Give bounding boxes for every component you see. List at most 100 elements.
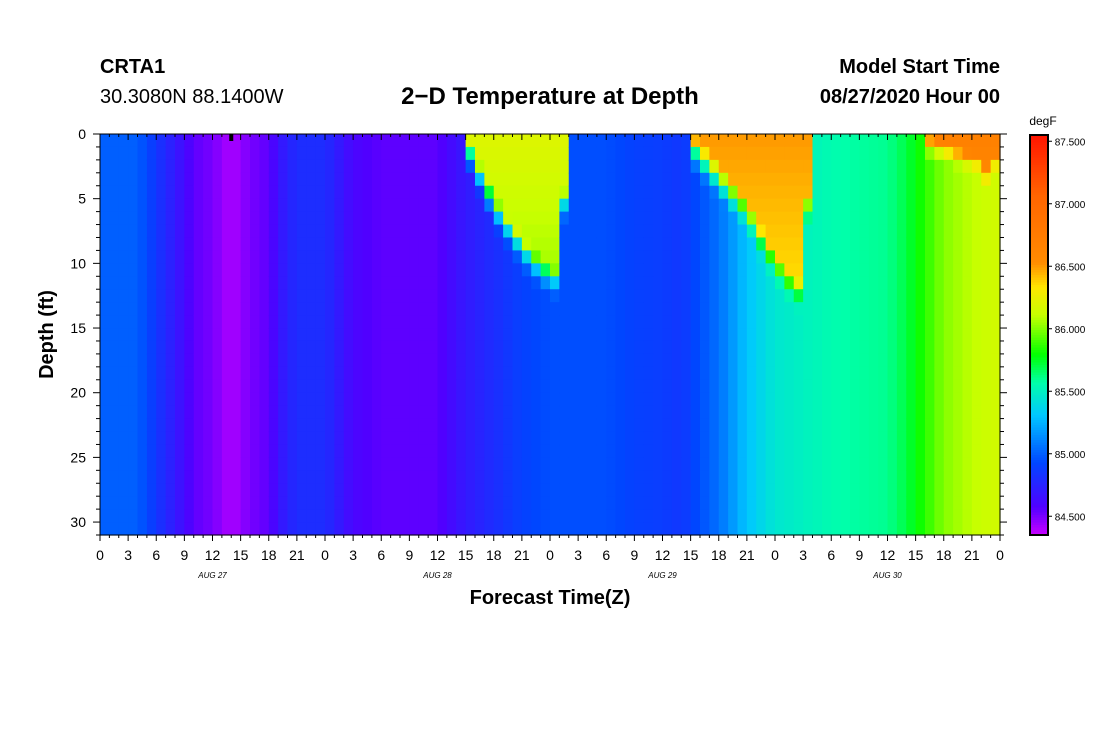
heatmap-cell xyxy=(437,496,448,510)
heatmap-cell xyxy=(962,185,973,200)
heatmap-cell xyxy=(915,522,926,536)
heatmap-cell xyxy=(812,276,823,290)
heatmap-cell xyxy=(418,509,429,523)
colorbar-band xyxy=(1030,400,1048,404)
day-label: AUG 30 xyxy=(872,571,902,580)
heatmap-cell xyxy=(428,379,439,394)
heatmap-cell xyxy=(681,522,692,536)
heatmap-cell xyxy=(728,379,739,394)
heatmap-cell xyxy=(915,418,926,433)
heatmap-cell xyxy=(475,328,485,342)
heatmap-cell xyxy=(315,159,326,174)
heatmap-cell xyxy=(625,509,635,523)
heatmap-cell xyxy=(728,457,739,471)
heatmap-cell xyxy=(596,276,607,290)
heatmap-cell xyxy=(203,366,214,381)
heatmap-cell xyxy=(587,392,598,407)
heatmap-cell xyxy=(278,366,289,381)
heatmap-cell xyxy=(184,405,195,420)
heatmap-cell xyxy=(193,250,204,264)
heatmap-cell xyxy=(418,379,429,394)
heatmap-cell xyxy=(259,328,270,342)
heatmap-cell xyxy=(831,302,842,316)
heatmap-cell xyxy=(146,159,157,174)
heatmap-cell xyxy=(203,289,214,303)
heatmap-cell xyxy=(175,379,185,394)
heatmap-cell xyxy=(718,431,729,446)
heatmap-cell xyxy=(690,263,701,277)
heatmap-cell xyxy=(821,431,832,446)
heatmap-cell xyxy=(250,276,260,290)
heatmap-cell xyxy=(831,146,842,161)
heatmap-cell xyxy=(606,509,617,523)
heatmap-cell xyxy=(634,444,645,458)
heatmap-cell xyxy=(587,366,598,381)
heatmap-cell xyxy=(831,172,842,187)
heatmap-cell xyxy=(840,172,851,187)
heatmap-cell xyxy=(446,340,457,355)
heatmap-cell xyxy=(756,418,767,433)
heatmap-cell xyxy=(128,431,139,446)
heatmap-cell xyxy=(625,522,635,536)
heatmap-cell xyxy=(503,134,514,148)
heatmap-cell xyxy=(793,172,804,187)
heatmap-cell xyxy=(175,509,185,523)
heatmap-cell xyxy=(840,185,851,200)
heatmap-cell xyxy=(465,159,476,174)
heatmap-cell xyxy=(784,159,795,174)
heatmap-cell xyxy=(653,366,664,381)
heatmap-cell xyxy=(653,522,664,536)
heatmap-cell xyxy=(793,263,804,277)
heatmap-cell xyxy=(240,185,251,200)
heatmap-cell xyxy=(409,483,420,497)
heatmap-cell xyxy=(765,159,776,174)
heatmap-cell xyxy=(821,250,832,264)
heatmap-cell xyxy=(700,250,710,264)
heatmap-cell xyxy=(418,340,429,355)
heatmap-cell xyxy=(203,483,214,497)
heatmap-cell xyxy=(296,134,307,148)
heatmap-cell xyxy=(681,289,692,303)
heatmap-cell xyxy=(615,302,626,316)
heatmap-cell xyxy=(868,159,879,174)
colorbar-band xyxy=(1030,492,1048,496)
heatmap-cell xyxy=(962,134,973,148)
heatmap-cell xyxy=(709,172,720,187)
heatmap-cell xyxy=(287,366,298,381)
heatmap-cell xyxy=(437,134,448,148)
heatmap-cell xyxy=(606,353,617,368)
colorbar-band xyxy=(1030,507,1048,511)
heatmap-cell xyxy=(475,431,485,446)
heatmap-cell xyxy=(906,470,917,484)
heatmap-cell xyxy=(137,522,148,536)
heatmap-cell xyxy=(662,379,673,394)
heatmap-cell xyxy=(100,405,110,420)
heatmap-cell xyxy=(437,146,448,161)
heatmap-cell xyxy=(906,289,917,303)
heatmap-cell xyxy=(943,315,954,329)
heatmap-cell xyxy=(287,418,298,433)
heatmap-cell xyxy=(156,237,167,252)
heatmap-cell xyxy=(625,444,635,458)
heatmap-cell xyxy=(943,211,954,226)
heatmap-cell xyxy=(156,315,167,329)
heatmap-cell xyxy=(325,405,335,420)
heatmap-cell xyxy=(437,276,448,290)
heatmap-cell xyxy=(278,134,289,148)
heatmap-cell xyxy=(775,457,785,471)
heatmap-cell xyxy=(325,302,335,316)
heatmap-cell xyxy=(334,444,345,458)
heatmap-cell xyxy=(184,276,195,290)
heatmap-cell xyxy=(943,198,954,213)
colorbar-band xyxy=(1030,210,1048,214)
heatmap-cell xyxy=(353,405,364,420)
heatmap-cell xyxy=(662,198,673,213)
heatmap-cell xyxy=(306,289,317,303)
heatmap-cell xyxy=(475,276,485,290)
heatmap-cell xyxy=(821,328,832,342)
heatmap-cell xyxy=(840,483,851,497)
heatmap-cell xyxy=(137,302,148,316)
heatmap-cell xyxy=(681,198,692,213)
heatmap-cell xyxy=(390,366,401,381)
heatmap-cell xyxy=(934,457,945,471)
